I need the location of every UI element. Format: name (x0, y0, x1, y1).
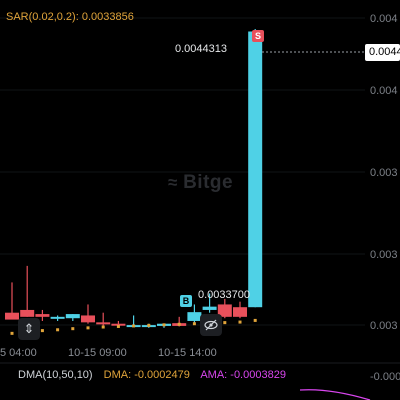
watermark-icon: ≈ (168, 173, 184, 192)
sar-dot (10, 331, 14, 335)
x-axis-label: 10-15 14:00 (158, 347, 217, 359)
sar-dot (223, 321, 227, 325)
candles-group (5, 29, 263, 328)
candle-up (50, 316, 65, 319)
sar-dot (40, 329, 44, 333)
sar-dot (116, 324, 120, 328)
candle-down (81, 315, 95, 323)
low-price-label: 0.0033700 (198, 289, 250, 301)
candle-down (217, 304, 232, 317)
sar-dot (132, 324, 136, 328)
candle-down (96, 322, 111, 325)
y-axis-label: 0.003 (370, 249, 398, 261)
candle-down (5, 312, 19, 320)
watermark-logo: ≈ Bitge (168, 172, 233, 194)
sar-dot (253, 318, 257, 322)
candle-down (233, 307, 247, 317)
sell-marker-icon[interactable]: S (252, 30, 264, 42)
y-axis-label: 0.004 (370, 85, 398, 97)
candle-up (187, 312, 202, 321)
y-axis-labels: 0.004 0.004 0.003 0.003 0.003 -0.000 (370, 13, 400, 383)
high-price-label: 0.0044313 (175, 43, 227, 55)
expand-vertical-icon[interactable]: ⇕ (18, 318, 40, 340)
sar-dot (86, 326, 90, 330)
sar-dot (71, 327, 75, 331)
y-axis-label: 0.004 (370, 13, 398, 25)
candle-down (20, 309, 35, 317)
sar-dot (238, 320, 242, 324)
x-axis-label: 10-15 09:00 (68, 347, 127, 359)
dma-value: DMA: -0.0002479 (103, 369, 190, 381)
watermark-text: Bitge (183, 172, 234, 193)
buy-marker-icon[interactable]: B (180, 295, 192, 307)
ama-line (299, 389, 371, 400)
candle-down (35, 314, 50, 317)
y-axis-label: 0.003 (370, 320, 398, 332)
eye-slash-icon[interactable] (200, 314, 222, 336)
y-axis-label: -0.000 (370, 371, 400, 383)
x-axis-label: 5 04:00 (0, 347, 37, 359)
x-axis-labels: 5 04:00 10-15 09:00 10-15 14:00 (0, 347, 217, 359)
candle-up (248, 31, 263, 308)
ama-value: AMA: -0.0003829 (200, 369, 286, 381)
dma-name: DMA(10,50,10) (18, 369, 93, 381)
sar-indicator-label[interactable]: SAR(0.02,0.2): 0.0033856 (6, 11, 134, 23)
y-axis-label: 0.003 (370, 167, 398, 179)
candle-up (65, 314, 80, 319)
sar-dot (101, 325, 105, 329)
dma-indicator-row[interactable]: DMA(10,50,10) DMA: -0.0002479 AMA: -0.00… (18, 369, 294, 381)
sar-dot (177, 322, 181, 326)
sar-dot (147, 323, 151, 327)
sar-dot (162, 323, 166, 327)
current-price-tag: 0.0044 (365, 44, 400, 61)
sar-dot (56, 328, 60, 332)
sar-name: SAR(0.02,0.2): (6, 11, 79, 23)
sar-value: 0.0033856 (81, 11, 134, 23)
sar-dot (192, 322, 196, 326)
candle-down (111, 323, 126, 326)
candle-up (202, 306, 217, 310)
